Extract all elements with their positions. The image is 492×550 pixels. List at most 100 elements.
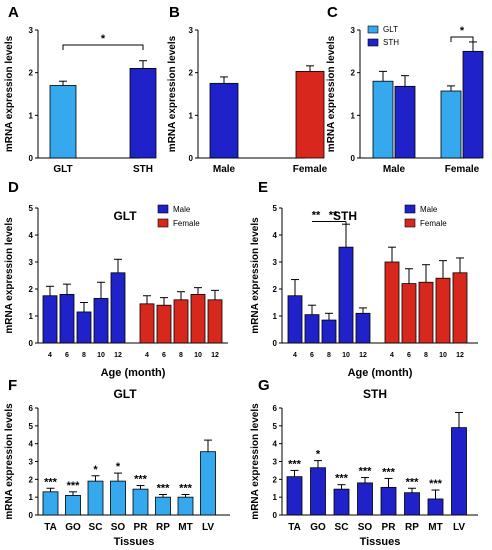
bar-female-8 (418, 281, 434, 344)
y-tick-label: 2 (273, 475, 278, 484)
y-tick-label: 3 (189, 26, 194, 35)
bar-male-6 (304, 314, 320, 344)
bar-mt (427, 498, 444, 516)
x-tick-label: 12 (114, 352, 122, 359)
significance-label: *** (44, 476, 58, 488)
y-tick-label: 3 (273, 258, 278, 267)
significance-label: * (316, 449, 321, 461)
error-bar (469, 41, 477, 52)
y-tick-label: 1 (29, 493, 34, 502)
x-tick-label: SC (335, 522, 349, 533)
x-tick-label: Male (213, 164, 236, 175)
x-tick-label: Male (383, 164, 406, 175)
legend-label: STH (383, 38, 399, 47)
error-bar (359, 307, 367, 314)
x-tick-label: 12 (211, 352, 219, 359)
bar-female (295, 70, 325, 159)
x-tick-label: 10 (439, 352, 447, 359)
error-bar (181, 493, 190, 498)
error-bar (177, 291, 185, 300)
chart-title: STH (363, 387, 387, 401)
bar-male-6 (59, 293, 75, 344)
error-bar (314, 460, 322, 468)
panel-label: B (169, 4, 180, 21)
significance-label: *** (179, 482, 193, 494)
bar-mt (177, 496, 194, 516)
bar-female-4 (384, 261, 400, 344)
x-tick-label: 4 (48, 352, 52, 359)
y-axis-label: mRNA expression levels (250, 217, 261, 334)
y-tick-label: 1 (273, 493, 278, 502)
legend-label: Male (173, 205, 191, 214)
significance-label: ** (329, 210, 338, 222)
error-bar (455, 411, 463, 428)
y-tick-label: 6 (29, 404, 34, 413)
bar-male-4 (42, 295, 58, 344)
bar-sc (87, 480, 104, 516)
bar-sth (129, 68, 157, 159)
bar-female-8 (173, 299, 189, 344)
significance-label: * (93, 464, 98, 476)
y-tick-label: 4 (273, 231, 278, 240)
legend-swatch (157, 204, 169, 214)
bar-so (110, 480, 126, 516)
x-tick-label: TA (288, 522, 301, 533)
error-bar (431, 489, 440, 499)
error-bar (408, 487, 416, 493)
bar-ta (42, 491, 59, 516)
error-bar (91, 475, 100, 482)
y-tick-label: 1 (29, 312, 34, 321)
legend-swatch (367, 38, 379, 47)
bar-lv (200, 451, 216, 516)
y-axis-label: mRNA expression levels (326, 35, 337, 152)
significance-label: *** (157, 482, 171, 494)
y-tick-label: 2 (29, 285, 34, 294)
y-tick-label: 0 (273, 339, 278, 348)
y-tick-label: 3 (351, 26, 356, 35)
error-bar (379, 70, 387, 82)
significance-label: *** (134, 474, 148, 486)
x-tick-label: SO (111, 522, 126, 533)
error-bar (447, 85, 455, 92)
error-bar (143, 295, 151, 304)
panel-f: F 0 1 2 3 4 5 6 mRNA expression levels GLT Tissues… (4, 377, 230, 548)
y-tick-label: 4 (29, 440, 34, 449)
chart-title: GLT (113, 209, 137, 223)
y-tick-label: 5 (273, 204, 278, 213)
error-bar (384, 477, 393, 488)
bar-male-10 (338, 246, 354, 344)
significance-label: *** (406, 476, 420, 488)
legend-label: GLT (383, 25, 398, 34)
y-tick-label: 5 (273, 422, 278, 431)
x-axis-label: Age (month) (101, 367, 166, 379)
x-tick-label: 6 (407, 352, 411, 359)
x-tick-label: 4 (145, 352, 149, 359)
y-tick-label: 2 (29, 475, 34, 484)
y-tick-label: 0 (189, 154, 194, 163)
error-bar (342, 223, 350, 248)
y-axis-label: mRNA expression levels (250, 403, 261, 520)
chart-title: STH (333, 209, 357, 223)
bar-sth-female (462, 50, 484, 159)
x-tick-label: LV (453, 522, 465, 533)
significance-label: * (116, 461, 121, 473)
bar-male-10 (93, 298, 109, 344)
chart-title: GLT (113, 387, 137, 401)
error-bar (194, 287, 202, 295)
significance-label: * (460, 25, 465, 37)
bar-sc (333, 488, 350, 516)
error-bar (204, 439, 212, 452)
x-tick-label: PR (382, 522, 397, 533)
error-bar (388, 246, 396, 262)
x-tick-label: SO (358, 522, 373, 533)
error-bar (220, 76, 228, 84)
bar-rp (404, 492, 420, 516)
y-tick-label: 2 (189, 69, 194, 78)
error-bar (159, 493, 167, 498)
y-axis-label: mRNA expression levels (4, 403, 15, 520)
panel-label: E (258, 179, 268, 196)
x-tick-label: 6 (65, 352, 69, 359)
y-tick-label: 3 (29, 258, 34, 267)
